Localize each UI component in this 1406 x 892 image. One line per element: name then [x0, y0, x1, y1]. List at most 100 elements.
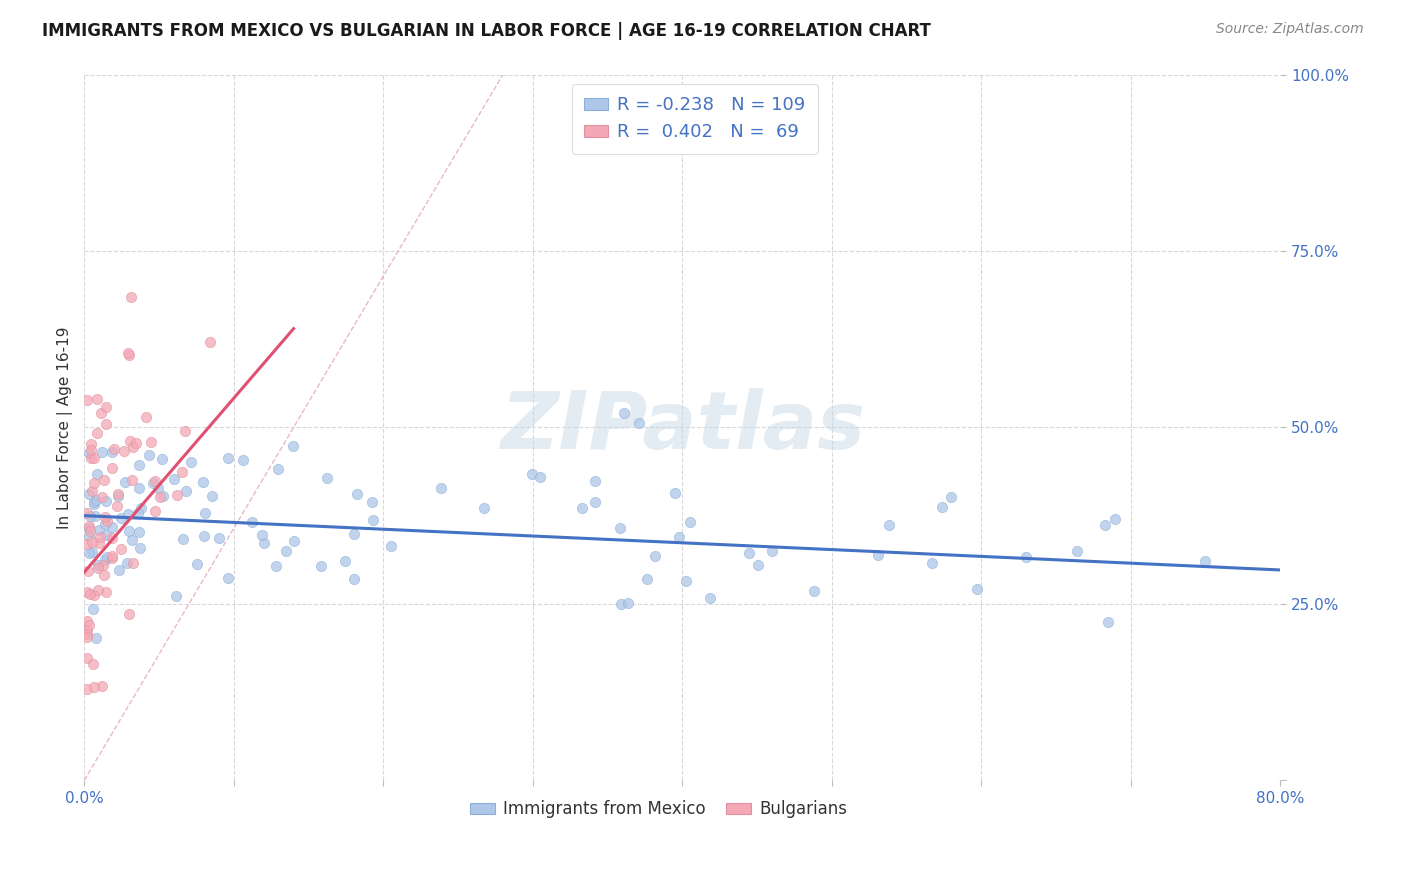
Point — [103, 442, 125, 456]
Point — [668, 530, 690, 544]
Point — [107, 489, 129, 503]
Point — [76, 630, 98, 644]
Point — [94, 585, 117, 599]
Point — [361, 495, 384, 509]
Point — [128, 481, 150, 495]
Point — [174, 424, 197, 438]
Point — [112, 443, 135, 458]
Point — [76, 614, 98, 628]
Point — [921, 556, 943, 570]
Point — [866, 548, 889, 562]
Point — [86, 467, 108, 481]
Point — [77, 446, 100, 460]
Point — [82, 601, 104, 615]
Point — [117, 507, 139, 521]
Point — [80, 534, 103, 549]
Point — [91, 490, 114, 504]
Point — [77, 529, 100, 543]
Point — [1066, 544, 1088, 558]
Point — [342, 572, 364, 586]
Point — [77, 487, 100, 501]
Point — [1194, 554, 1216, 568]
Point — [380, 540, 402, 554]
Point — [128, 458, 150, 472]
Point — [76, 506, 98, 520]
Point — [80, 544, 103, 558]
Point — [83, 588, 105, 602]
Point — [613, 406, 636, 420]
Point — [166, 488, 188, 502]
Point — [76, 585, 98, 599]
Point — [208, 531, 231, 545]
Point — [94, 553, 117, 567]
Point — [149, 490, 172, 504]
Text: Source: ZipAtlas.com: Source: ZipAtlas.com — [1216, 22, 1364, 37]
Point — [86, 493, 108, 508]
Point — [1097, 615, 1119, 629]
Point — [139, 434, 162, 449]
Point — [520, 467, 543, 481]
Point — [610, 598, 633, 612]
Point — [110, 541, 132, 556]
Point — [346, 486, 368, 500]
Point — [121, 533, 143, 548]
Point — [118, 434, 141, 449]
Point — [644, 549, 666, 564]
Point — [100, 445, 122, 459]
Point — [343, 527, 366, 541]
Point — [101, 519, 124, 533]
Point — [129, 501, 152, 516]
Point — [186, 558, 208, 572]
Point — [316, 471, 339, 485]
Point — [91, 445, 114, 459]
Point — [198, 334, 221, 349]
Point — [609, 521, 631, 535]
Point — [664, 485, 686, 500]
Point — [941, 490, 963, 504]
Point — [217, 451, 239, 466]
Point — [118, 607, 141, 621]
Point — [121, 473, 143, 487]
Point — [77, 546, 100, 560]
Point — [108, 563, 131, 577]
Point — [94, 494, 117, 508]
Point — [76, 681, 98, 696]
Point — [738, 546, 761, 560]
Point — [83, 451, 105, 466]
Point — [803, 583, 825, 598]
Point — [966, 582, 988, 596]
Point — [94, 517, 117, 532]
Point — [76, 623, 98, 637]
Point — [135, 410, 157, 425]
Point — [96, 514, 118, 528]
Point — [311, 559, 333, 574]
Point — [274, 543, 297, 558]
Point — [283, 534, 305, 549]
Point — [124, 436, 146, 450]
Point — [121, 440, 143, 454]
Point — [129, 541, 152, 556]
Point — [76, 392, 98, 407]
Point — [77, 520, 100, 534]
Text: IMMIGRANTS FROM MEXICO VS BULGARIAN IN LABOR FORCE | AGE 16-19 CORRELATION CHART: IMMIGRANTS FROM MEXICO VS BULGARIAN IN L… — [42, 22, 931, 40]
Point — [82, 657, 104, 671]
Point — [363, 513, 385, 527]
Point — [162, 472, 184, 486]
Point — [617, 596, 640, 610]
Point — [107, 487, 129, 501]
Point — [138, 448, 160, 462]
Point — [165, 590, 187, 604]
Text: ZIPatlas: ZIPatlas — [501, 388, 865, 467]
Point — [675, 574, 697, 588]
Point — [79, 587, 101, 601]
Point — [117, 556, 139, 570]
Point — [83, 680, 105, 694]
Point — [127, 506, 149, 520]
Point — [472, 501, 495, 516]
Point — [150, 452, 173, 467]
Point — [172, 532, 194, 546]
Point — [193, 528, 215, 542]
Point — [101, 531, 124, 545]
Point — [101, 550, 124, 565]
Point — [194, 506, 217, 520]
